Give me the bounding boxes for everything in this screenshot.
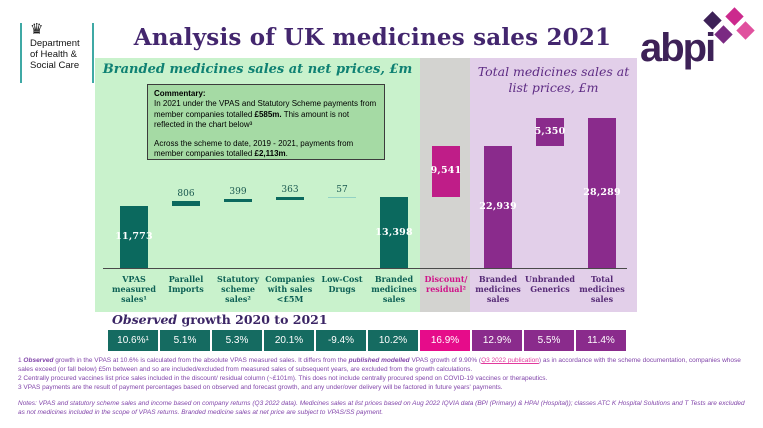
bar-9: [536, 118, 564, 147]
dhsc-left-rule: [20, 23, 22, 83]
growth-cell: 5.3%: [212, 330, 262, 351]
royal-crest-icon: ♛: [30, 21, 44, 38]
growth-title-observed: Observed: [112, 312, 178, 327]
dhsc-logo-text: Department of Health & Social Care: [30, 38, 80, 72]
commentary-heading: Commentary:: [154, 89, 206, 98]
growth-cell: 10.2%: [368, 330, 418, 351]
growth-cell: 20.1%: [264, 330, 314, 351]
category-label: Total medicines sales: [579, 274, 625, 304]
net-panel-title: Branded medicines sales at net prices, £…: [102, 62, 413, 77]
bar-value-label: 22,939: [479, 201, 517, 213]
bar-7: [432, 146, 460, 197]
category-label: Discount/ residual²: [424, 274, 468, 294]
growth-title-rest: growth 2020 to 2021: [177, 312, 328, 327]
bar-value-label: 363: [281, 185, 299, 196]
category-label: Companies with sales <£5M: [265, 274, 315, 304]
commentary-paragraph-1: In 2021 under the VPAS and Statutory Sch…: [154, 99, 377, 130]
bar-value-label: 13,398: [375, 226, 413, 238]
dhsc-line-2: of Health &: [30, 49, 77, 61]
list-panel-title: Total medicines sales at list prices, £m: [477, 64, 630, 95]
bar-value-label: 11,773: [115, 230, 153, 242]
growth-cell: 5.1%: [160, 330, 210, 351]
q3-2022-publication-link[interactable]: Q3 2022 publication: [481, 357, 539, 364]
category-label: Parallel Imports: [168, 274, 204, 294]
dhsc-right-rule: [92, 23, 94, 83]
category-label: Branded medicines sales: [371, 274, 417, 304]
dhsc-line-1: Department: [30, 38, 80, 49]
bar-8: [484, 146, 512, 268]
growth-cell: 16.9%: [420, 330, 470, 351]
bar-5: [328, 196, 356, 199]
footnote-2: 2 Centrally procured vaccines list price…: [18, 375, 548, 383]
growth-cell: 5.5%: [524, 330, 574, 351]
bar-value-label: 57: [336, 184, 348, 195]
footnotes: 1 Observed growth in the VPAS at 10.6% i…: [18, 356, 752, 392]
category-label: Unbranded Generics: [525, 274, 575, 294]
commentary-paragraph-2: Across the scheme to date, 2019 - 2021, …: [154, 138, 354, 158]
growth-cell: 10.6%¹: [108, 330, 158, 351]
bar-6: [380, 196, 408, 268]
category-label: Statutory scheme sales²: [216, 274, 260, 304]
growth-cell: 11.4%: [576, 330, 626, 351]
footnote-1: 1 Observed growth in the VPAS at 10.6% i…: [18, 357, 741, 374]
dhsc-line-3: Social Care: [30, 60, 80, 72]
commentary-box: Commentary: In 2021 under the VPAS and S…: [147, 84, 385, 160]
bar-value-label: 9,541: [430, 165, 462, 177]
bar-4: [276, 197, 304, 201]
abpi-diamond-icon: [714, 25, 733, 44]
abpi-diamond-icon: [736, 21, 755, 40]
bar-value-label: 5,350: [534, 126, 566, 138]
page-title: Analysis of UK medicines sales 2021: [133, 24, 612, 51]
bar-value-label: 806: [177, 189, 195, 200]
footnote-3: 3 VPAS payments are the result of paymen…: [18, 384, 503, 392]
dhsc-logo: ♛ Department of Health & Social Care: [20, 21, 94, 83]
bar-value-label: 399: [229, 187, 247, 198]
category-label: VPAS measured sales¹: [112, 274, 156, 304]
growth-cell: 12.9%: [472, 330, 522, 351]
abpi-diamond-icon: [725, 7, 744, 26]
growth-cell: -9.4%: [316, 330, 366, 351]
abpi-wordmark: abpi: [640, 26, 716, 70]
category-label: Branded medicines sales: [475, 274, 521, 304]
category-label: Low-Cost Drugs: [321, 274, 363, 294]
bar-value-label: 28,289: [583, 187, 621, 199]
bar-2: [172, 201, 200, 206]
bar-10: [588, 118, 616, 268]
bar-1: [120, 205, 148, 268]
bar-3: [224, 199, 252, 203]
notes: Notes: VPAS and statutory scheme sales a…: [18, 400, 745, 417]
growth-row-title: Observed growth 2020 to 2021: [112, 312, 328, 327]
x-axis-line: [103, 268, 627, 270]
abpi-logo: abpi: [638, 7, 756, 78]
